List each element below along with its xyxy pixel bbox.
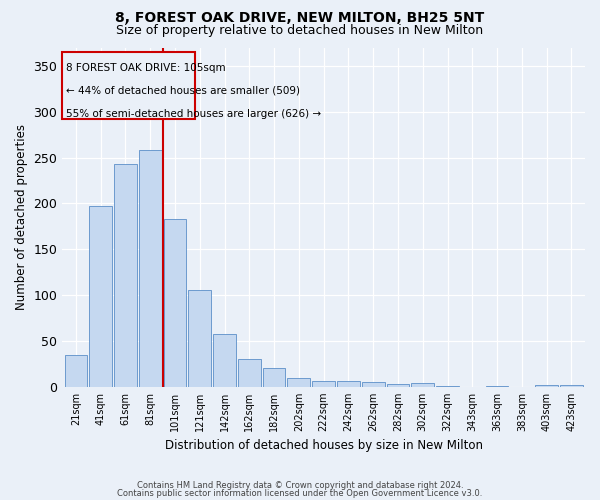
Text: Contains HM Land Registry data © Crown copyright and database right 2024.: Contains HM Land Registry data © Crown c…: [137, 481, 463, 490]
Bar: [337, 382, 360, 387]
Bar: [386, 384, 409, 387]
Text: Size of property relative to detached houses in New Milton: Size of property relative to detached ho…: [116, 24, 484, 37]
FancyBboxPatch shape: [62, 52, 195, 119]
Y-axis label: Number of detached properties: Number of detached properties: [15, 124, 28, 310]
Bar: [287, 378, 310, 387]
X-axis label: Distribution of detached houses by size in New Milton: Distribution of detached houses by size …: [164, 440, 482, 452]
Bar: [65, 354, 88, 387]
Bar: [560, 385, 583, 387]
Bar: [412, 383, 434, 387]
Bar: [485, 386, 508, 387]
Text: Contains public sector information licensed under the Open Government Licence v3: Contains public sector information licen…: [118, 489, 482, 498]
Text: 8, FOREST OAK DRIVE, NEW MILTON, BH25 5NT: 8, FOREST OAK DRIVE, NEW MILTON, BH25 5N…: [115, 11, 485, 25]
Bar: [238, 360, 261, 387]
Text: 55% of semi-detached houses are larger (626) →: 55% of semi-detached houses are larger (…: [66, 109, 321, 119]
Bar: [114, 164, 137, 387]
Text: ← 44% of detached houses are smaller (509): ← 44% of detached houses are smaller (50…: [66, 86, 300, 96]
Bar: [213, 334, 236, 387]
Bar: [263, 368, 286, 387]
Bar: [89, 206, 112, 387]
Bar: [164, 219, 187, 387]
Bar: [139, 150, 161, 387]
Bar: [312, 382, 335, 387]
Bar: [535, 385, 558, 387]
Bar: [436, 386, 459, 387]
Bar: [362, 382, 385, 387]
Text: 8 FOREST OAK DRIVE: 105sqm: 8 FOREST OAK DRIVE: 105sqm: [66, 63, 226, 73]
Bar: [188, 290, 211, 387]
